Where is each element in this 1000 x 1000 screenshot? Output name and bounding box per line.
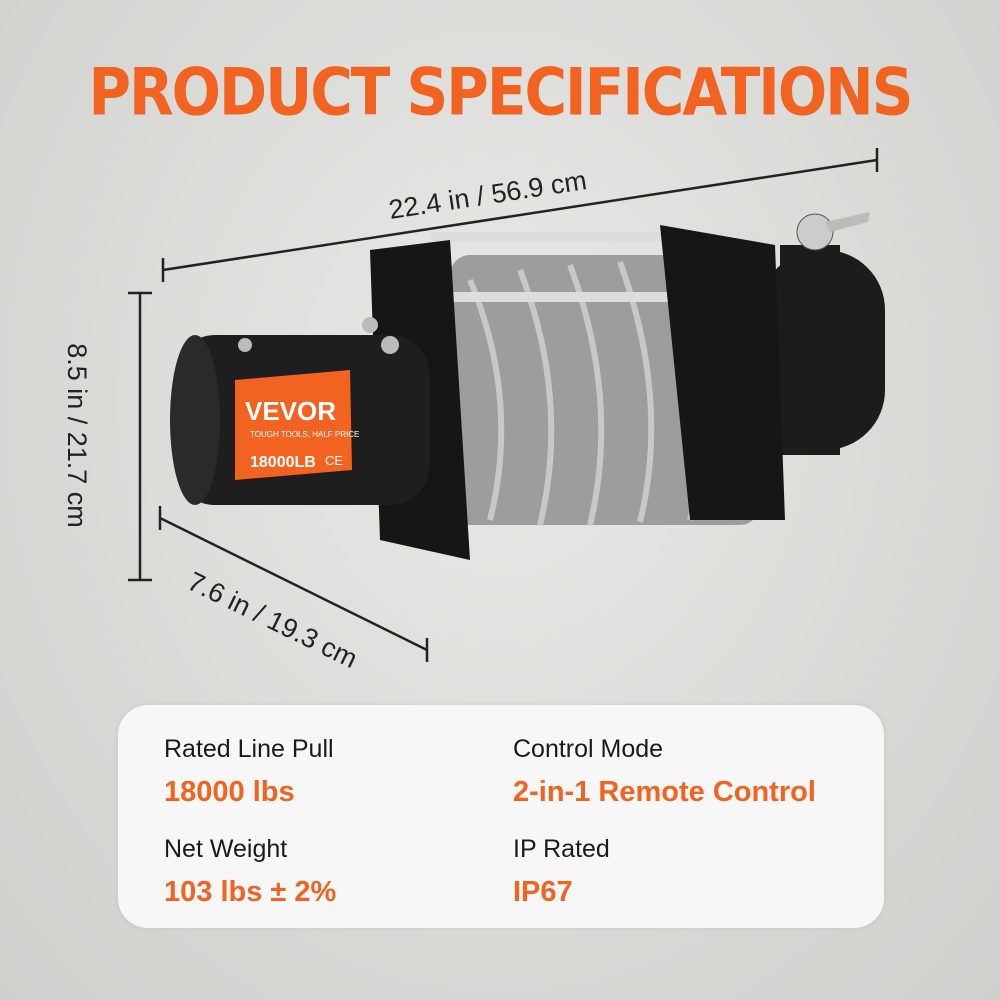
svg-text:18000LB: 18000LB	[250, 454, 316, 471]
spec-value: 103 lbs ± 2%	[164, 876, 337, 908]
spec-label: Control Mode	[513, 735, 664, 763]
svg-text:CE: CE	[325, 453, 343, 468]
spec-control-mode: Control Mode 2-in-1 Remote Control	[513, 735, 816, 809]
dimension-lines	[128, 148, 879, 662]
specs-card: Rated Line Pull 18000 lbs Control Mode 2…	[118, 705, 884, 928]
spec-label: IP Rated	[513, 835, 610, 863]
brand-logo: VEVOR	[245, 396, 336, 426]
spec-value: IP67	[513, 876, 573, 908]
spec-value: 2-in-1 Remote Control	[513, 776, 816, 808]
spec-label: Net Weight	[164, 835, 288, 863]
height-dimension-label: 8.5 in / 21.7 cm	[61, 343, 92, 528]
page-title: PRODUCT SPECIFICATIONS	[88, 53, 914, 131]
spec-net-weight: Net Weight 103 lbs ± 2%	[164, 835, 336, 909]
svg-text:TOUGH TOOLS, HALF PRICE: TOUGH TOOLS, HALF PRICE	[250, 430, 359, 439]
spec-rated-line-pull: Rated Line Pull 18000 lbs	[164, 735, 334, 809]
spec-value: 18000 lbs	[164, 776, 295, 808]
spec-label: Rated Line Pull	[164, 735, 334, 763]
spec-ip-rated: IP Rated IP67	[513, 835, 610, 909]
